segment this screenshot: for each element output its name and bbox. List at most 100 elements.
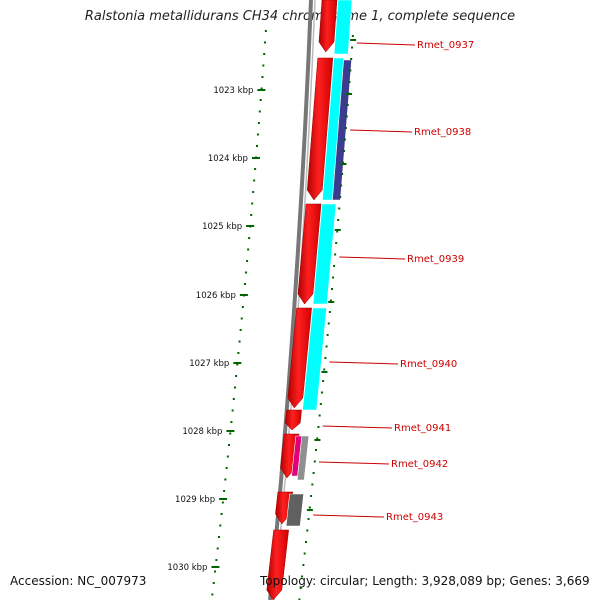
ring-dot bbox=[241, 306, 244, 308]
ring-dot bbox=[236, 363, 239, 366]
feature-block bbox=[285, 493, 304, 527]
ring-dot bbox=[313, 460, 316, 463]
ring-dot bbox=[215, 559, 218, 561]
ring-dot bbox=[316, 437, 319, 440]
ring-dot bbox=[231, 409, 234, 412]
ring-dot bbox=[239, 329, 242, 331]
ring-dot bbox=[303, 552, 306, 555]
ring-dot bbox=[315, 449, 318, 451]
ring-dot bbox=[345, 115, 348, 118]
gene-leader-line bbox=[350, 129, 413, 133]
ring-dot bbox=[257, 122, 260, 124]
ring-dot bbox=[262, 64, 265, 67]
label-layer: Rmet_0937 Rmet_0938 Rmet_0939 Rmet_0940 Rmet… bbox=[313, 40, 474, 523]
dot-layer bbox=[211, 30, 357, 600]
gene-label: Rmet_0941 bbox=[394, 423, 451, 434]
ring-dot bbox=[329, 299, 332, 302]
ring-dot bbox=[246, 260, 249, 262]
ring-dot bbox=[245, 271, 248, 274]
ring-dot bbox=[216, 547, 219, 550]
ring-dot bbox=[212, 582, 215, 584]
ring-dot bbox=[335, 242, 338, 244]
ring-dot bbox=[261, 76, 264, 78]
ring-dot bbox=[299, 587, 302, 589]
ring-dot bbox=[238, 340, 241, 343]
ring-dot bbox=[323, 368, 326, 371]
ring-dot bbox=[301, 575, 304, 578]
ring-dot bbox=[254, 168, 257, 170]
ring-dot bbox=[252, 191, 255, 193]
ring-dot bbox=[251, 202, 254, 205]
gene-leader-line bbox=[313, 514, 385, 518]
ring-dot bbox=[302, 564, 305, 566]
ring-dot bbox=[219, 524, 222, 527]
ring-dot bbox=[325, 345, 328, 348]
tick-label: 1024 kbp bbox=[208, 154, 248, 164]
ring-dot bbox=[224, 478, 227, 481]
gene-leader-line bbox=[329, 361, 399, 365]
tick-label: 1029 kbp bbox=[175, 495, 215, 505]
ring-dot bbox=[298, 598, 301, 600]
ring-dot bbox=[249, 225, 252, 228]
ring-dot bbox=[259, 99, 262, 101]
ring-dot bbox=[342, 161, 345, 164]
cds-arrow bbox=[284, 409, 302, 431]
ring-dot bbox=[326, 334, 329, 336]
tick-label: 1026 kbp bbox=[196, 291, 236, 301]
ring-dot bbox=[229, 432, 232, 435]
gene-label: Rmet_0939 bbox=[407, 254, 464, 265]
ring-dot bbox=[235, 375, 238, 377]
feature-block bbox=[333, 0, 353, 55]
ring-dot bbox=[328, 311, 331, 313]
ring-dot bbox=[253, 179, 256, 182]
ring-dot bbox=[318, 414, 321, 417]
ring-dot bbox=[311, 483, 314, 486]
ring-dot bbox=[226, 455, 229, 458]
ring-dot bbox=[217, 536, 220, 538]
ring-dot bbox=[223, 490, 226, 492]
accession-text: Accession: NC_007973 bbox=[10, 574, 147, 588]
ring-dot bbox=[320, 391, 323, 394]
ring-dot bbox=[344, 127, 347, 129]
ring-dot bbox=[233, 386, 236, 389]
ring-dot bbox=[264, 30, 267, 32]
ring-dot bbox=[310, 495, 313, 497]
map-title: Ralstonia metallidurans CH34 chromosome … bbox=[84, 9, 516, 24]
gene-label: Rmet_0938 bbox=[414, 127, 471, 138]
ring-dot bbox=[243, 283, 246, 285]
tick-label: 1028 kbp bbox=[182, 427, 222, 437]
ring-dot bbox=[256, 133, 259, 136]
ring-dot bbox=[350, 58, 353, 60]
tick-label: 1027 kbp bbox=[189, 359, 229, 369]
ring-dot bbox=[340, 184, 343, 187]
ring-dot bbox=[351, 35, 354, 37]
ring-dot bbox=[237, 352, 240, 354]
ring-dot bbox=[306, 529, 309, 532]
tick-label: 1025 kbp bbox=[202, 222, 242, 232]
ring-dot bbox=[324, 357, 327, 359]
ring-dot bbox=[312, 472, 315, 474]
ring-dot bbox=[341, 173, 344, 175]
gene-leader-line bbox=[339, 256, 406, 260]
ring-dot bbox=[248, 237, 251, 239]
ring-dot bbox=[337, 219, 340, 221]
cds-arrow bbox=[306, 57, 334, 201]
gene-label: Rmet_0943 bbox=[386, 512, 443, 523]
gene-leader-line bbox=[322, 425, 393, 429]
ring-dot bbox=[230, 421, 233, 423]
ring-dot bbox=[263, 53, 266, 55]
gene-leader-line bbox=[356, 42, 416, 46]
ring-dot bbox=[336, 230, 339, 233]
ring-dot bbox=[232, 398, 235, 400]
ring-dot bbox=[339, 196, 342, 198]
ring-dot bbox=[240, 317, 243, 320]
feature-block bbox=[296, 435, 310, 481]
ring-dot bbox=[307, 518, 310, 520]
ring-dot bbox=[332, 276, 335, 279]
cds-arrow bbox=[297, 203, 322, 305]
cds-arrow bbox=[287, 307, 312, 409]
ring-dot bbox=[327, 322, 330, 325]
ring-dot bbox=[264, 41, 267, 44]
cds-layer bbox=[266, 0, 338, 600]
